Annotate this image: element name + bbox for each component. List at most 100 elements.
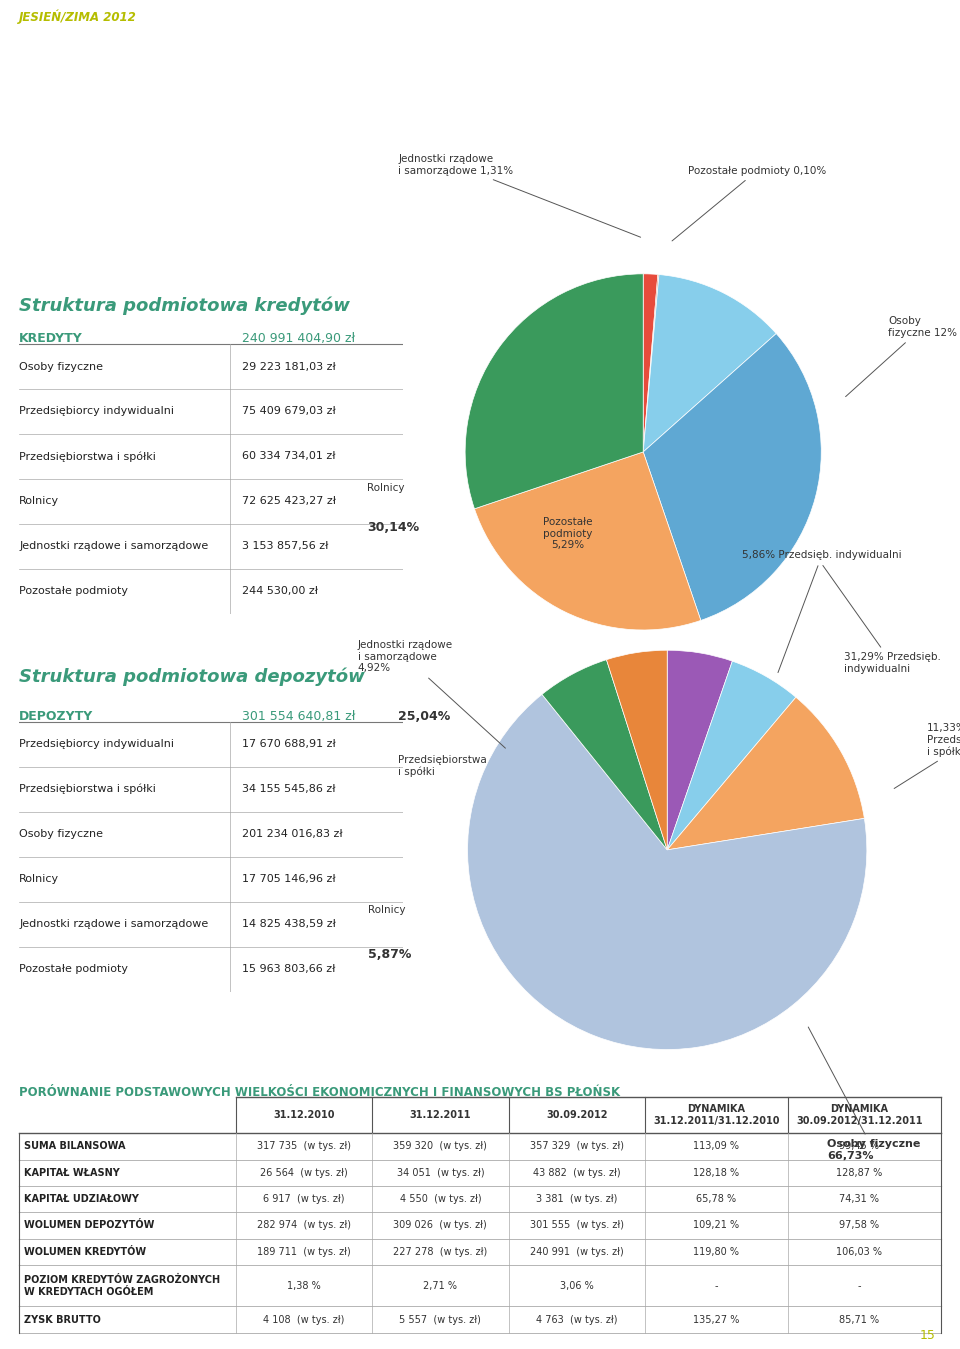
Text: Pozostałe
podmioty
5,29%: Pozostałe podmioty 5,29% (542, 517, 592, 550)
Text: 128,18 %: 128,18 % (693, 1168, 739, 1178)
Text: KAPITAŁ UDZIAŁOWY: KAPITAŁ UDZIAŁOWY (24, 1194, 138, 1205)
Text: 317 735  (w tys. zł): 317 735 (w tys. zł) (257, 1141, 351, 1151)
Text: 15: 15 (920, 1329, 936, 1342)
Text: 25,04%: 25,04% (398, 710, 450, 723)
Text: Osoby
fizyczne 12%: Osoby fizyczne 12% (846, 317, 957, 397)
Text: -: - (714, 1280, 718, 1291)
Text: 1,38 %: 1,38 % (287, 1280, 321, 1291)
Text: 34 051  (w tys. zł): 34 051 (w tys. zł) (396, 1168, 484, 1178)
Text: 5 557  (w tys. zł): 5 557 (w tys. zł) (399, 1315, 481, 1325)
Text: WOLUMEN KREDYTÓW: WOLUMEN KREDYTÓW (24, 1246, 146, 1257)
Text: Osoby fizyczne: Osoby fizyczne (19, 362, 104, 371)
Text: 301 555  (w tys. zł): 301 555 (w tys. zł) (530, 1221, 624, 1230)
Text: Przedsiębiorstwa i spółki: Przedsiębiorstwa i spółki (19, 451, 156, 461)
Wedge shape (466, 274, 643, 509)
Text: 31,29% Przedsięb.
indywidualni: 31,29% Przedsięb. indywidualni (823, 565, 941, 674)
Text: 3 153 857,56 zł: 3 153 857,56 zł (242, 541, 328, 552)
Text: 26 564  (w tys. zł): 26 564 (w tys. zł) (260, 1168, 348, 1178)
Text: Osoby fizyczne: Osoby fizyczne (19, 830, 104, 839)
Text: 72 625 423,27 zł: 72 625 423,27 zł (242, 496, 336, 506)
Text: 74,31 %: 74,31 % (839, 1194, 879, 1205)
Text: 3 381  (w tys. zł): 3 381 (w tys. zł) (536, 1194, 617, 1205)
Wedge shape (607, 650, 667, 850)
Text: Osoby fizyczne
66,73%: Osoby fizyczne 66,73% (808, 1027, 921, 1161)
Text: 31.12.2011: 31.12.2011 (410, 1110, 471, 1120)
Text: Przedsiębiorstwa
i spółki: Przedsiębiorstwa i spółki (398, 754, 487, 777)
Text: 4 108  (w tys. zł): 4 108 (w tys. zł) (263, 1315, 345, 1325)
Text: KAPITAŁ WŁASNY: KAPITAŁ WŁASNY (24, 1168, 120, 1178)
Text: 29 223 181,03 zł: 29 223 181,03 zł (242, 362, 336, 371)
Text: Rolnicy: Rolnicy (368, 905, 405, 915)
Text: 99,45 %: 99,45 % (839, 1141, 879, 1151)
Text: 282 974  (w tys. zł): 282 974 (w tys. zł) (257, 1221, 351, 1230)
Text: 227 278  (w tys. zł): 227 278 (w tys. zł) (394, 1246, 488, 1257)
Text: Rolnicy: Rolnicy (19, 874, 60, 884)
Wedge shape (468, 695, 867, 1050)
Text: DEPOZYTY: DEPOZYTY (19, 710, 93, 723)
Text: 30.09.2012: 30.09.2012 (546, 1110, 608, 1120)
Wedge shape (667, 650, 732, 850)
Text: 85,71 %: 85,71 % (839, 1315, 879, 1325)
Text: -: - (857, 1280, 861, 1291)
Text: Rolnicy: Rolnicy (367, 483, 405, 492)
Text: 106,03 %: 106,03 % (836, 1246, 882, 1257)
Wedge shape (542, 660, 667, 850)
Text: 15 963 803,66 zł: 15 963 803,66 zł (242, 965, 335, 974)
Wedge shape (474, 452, 701, 630)
Text: 5,87%: 5,87% (368, 948, 411, 962)
Text: 14 825 438,59 zł: 14 825 438,59 zł (242, 919, 336, 929)
Text: 119,80 %: 119,80 % (693, 1246, 739, 1257)
Text: 2,71 %: 2,71 % (423, 1280, 457, 1291)
Text: 5,86% Przedsięb. indywidualni: 5,86% Przedsięb. indywidualni (742, 550, 901, 673)
Text: Pozostałe podmioty: Pozostałe podmioty (19, 587, 129, 596)
Text: 4 763  (w tys. zł): 4 763 (w tys. zł) (536, 1315, 617, 1325)
Text: Pozostałe podmioty 0,10%: Pozostałe podmioty 0,10% (672, 166, 826, 241)
Wedge shape (667, 661, 796, 850)
Text: 31.12.2010: 31.12.2010 (274, 1110, 335, 1120)
Text: 34 155 545,86 zł: 34 155 545,86 zł (242, 784, 335, 795)
Text: Struktura podmiotowa depozytów: Struktura podmiotowa depozytów (19, 668, 365, 687)
Text: 75 409 679,03 zł: 75 409 679,03 zł (242, 406, 336, 417)
Wedge shape (643, 333, 821, 621)
Text: 4 550  (w tys. zł): 4 550 (w tys. zł) (399, 1194, 481, 1205)
Text: WOLUMEN DEPOZYTÓW: WOLUMEN DEPOZYTÓW (24, 1221, 155, 1230)
Text: 357 329  (w tys. zł): 357 329 (w tys. zł) (530, 1141, 624, 1151)
Text: 3,06 %: 3,06 % (560, 1280, 593, 1291)
Text: Przedsiębiorstwa i spółki: Przedsiębiorstwa i spółki (19, 784, 156, 795)
Text: 128,87 %: 128,87 % (836, 1168, 882, 1178)
Text: Struktura podmiotowa kredytów: Struktura podmiotowa kredytów (19, 297, 350, 316)
Text: Jednostki rządowe i samorządowe: Jednostki rządowe i samorządowe (19, 919, 208, 929)
Text: Pozostałe podmioty: Pozostałe podmioty (19, 965, 129, 974)
Text: KREDYTY: KREDYTY (19, 332, 83, 345)
Text: 65,78 %: 65,78 % (696, 1194, 736, 1205)
Text: Jednostki rządowe
i samorządowe 1,31%: Jednostki rządowe i samorządowe 1,31% (398, 154, 640, 237)
Text: Przedsiębiorcy indywidualni: Przedsiębiorcy indywidualni (19, 739, 174, 749)
Text: 30,14%: 30,14% (367, 521, 420, 534)
Text: 109,21 %: 109,21 % (693, 1221, 739, 1230)
Text: Jednostki rządowe
i samorządowe
4,92%: Jednostki rządowe i samorządowe 4,92% (358, 641, 505, 749)
Text: 60 334 734,01 zł: 60 334 734,01 zł (242, 452, 335, 461)
Text: 244 530,00 zł: 244 530,00 zł (242, 587, 318, 596)
Text: 11,33%
Przedsiębiorstwa
i spółki: 11,33% Przedsiębiorstwa i spółki (894, 723, 960, 789)
Text: SUMA BILANSOWA: SUMA BILANSOWA (24, 1141, 126, 1151)
Text: 43 882  (w tys. zł): 43 882 (w tys. zł) (533, 1168, 620, 1178)
Wedge shape (643, 274, 659, 452)
Text: 113,09 %: 113,09 % (693, 1141, 739, 1151)
Text: POZIOM KREDYTÓW ZAGROŻONYCH
W KREDYTACH OGÓŁEM: POZIOM KREDYTÓW ZAGROŻONYCH W KREDYTACH … (24, 1275, 220, 1296)
Text: 201 234 016,83 zł: 201 234 016,83 zł (242, 830, 343, 839)
Text: Rolnicy: Rolnicy (19, 496, 60, 506)
Text: DYNAMIKA
31.12.2011/31.12.2010: DYNAMIKA 31.12.2011/31.12.2010 (653, 1103, 780, 1126)
Text: 301 554 640,81 zł: 301 554 640,81 zł (242, 710, 355, 723)
Text: 240 991  (w tys. zł): 240 991 (w tys. zł) (530, 1246, 624, 1257)
Text: 17 670 688,91 zł: 17 670 688,91 zł (242, 739, 336, 749)
Text: 6 917  (w tys. zł): 6 917 (w tys. zł) (263, 1194, 345, 1205)
Text: 359 320  (w tys. zł): 359 320 (w tys. zł) (394, 1141, 488, 1151)
Text: PORÓWNANIE PODSTAWOWYCH WIELKOŚCI EKONOMICZNYCH I FINANSOWYCH BS PŁOŃSK: PORÓWNANIE PODSTAWOWYCH WIELKOŚCI EKONOM… (19, 1086, 620, 1099)
Text: Przedsiębiorcy indywidualni: Przedsiębiorcy indywidualni (19, 406, 174, 417)
Text: 17 705 146,96 zł: 17 705 146,96 zł (242, 874, 336, 884)
Text: 189 711  (w tys. zł): 189 711 (w tys. zł) (257, 1246, 350, 1257)
Text: 240 991 404,90 zł: 240 991 404,90 zł (242, 332, 355, 345)
Wedge shape (643, 274, 658, 452)
Text: 309 026  (w tys. zł): 309 026 (w tys. zł) (394, 1221, 488, 1230)
Wedge shape (643, 275, 777, 452)
